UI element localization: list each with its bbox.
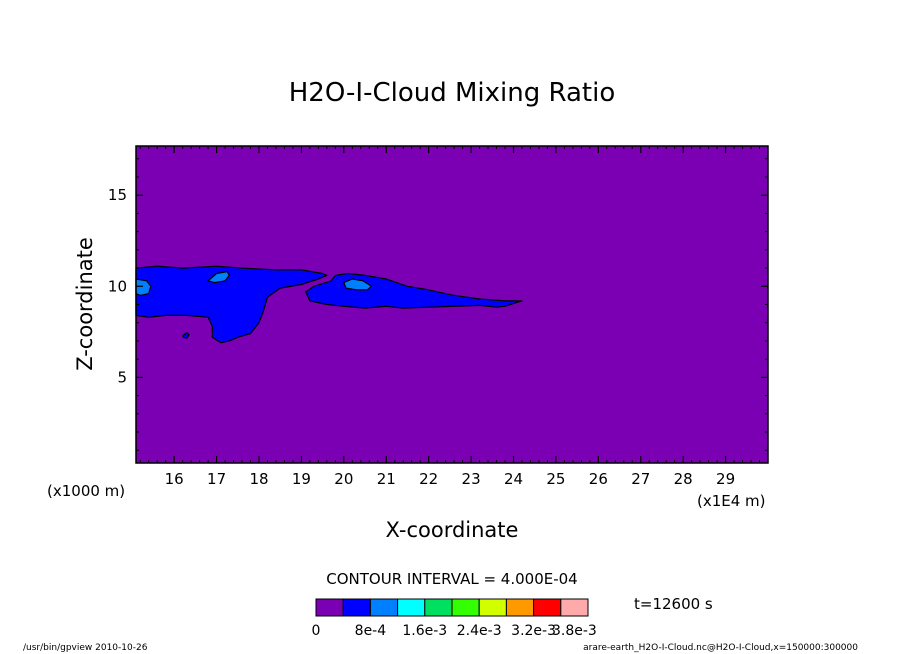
y-tick-label-5: 5: [117, 368, 127, 386]
plot-area: 16 17 18 19 20 21 22 23 24 25 26 27 28 29 5 10 15: [108, 145, 769, 488]
colorbar-label-5: 3.8e-3: [552, 623, 597, 639]
contour-interval-label: CONTOUR INTERVAL = 4.000E-04: [326, 570, 577, 588]
colorbar-swatch-1: [342, 598, 371, 617]
colorbar-label-4: 3.2e-3: [511, 623, 556, 639]
colorbar-label-0: 0: [312, 623, 321, 639]
x-tick-label-16: 16: [165, 470, 184, 488]
colorbar-swatch-3: [397, 598, 426, 617]
y-tick-label-15: 15: [108, 186, 127, 204]
x-unit-label: (x1E4 m): [697, 492, 766, 510]
colorbar: [315, 598, 589, 617]
colorbar-label-1: 8e-4: [355, 623, 387, 639]
colorbar-swatch-5: [451, 598, 480, 617]
contour-regions: [135, 265, 523, 344]
colorbar-frame: [315, 598, 589, 617]
footer-left: /usr/bin/gpview 2010-10-26: [23, 643, 148, 653]
x-tick-label-19: 19: [292, 470, 311, 488]
contour-region-2: [182, 332, 190, 339]
x-tick-label-20: 20: [334, 470, 353, 488]
colorbar-label-2: 1.6e-3: [402, 623, 447, 639]
y-tick-label-10: 10: [108, 277, 127, 295]
x-tick-label-21: 21: [377, 470, 396, 488]
x-ticks: 16 17 18 19 20 21 22 23 24 25 26 27 28 29: [139, 146, 761, 488]
x-tick-label-28: 28: [674, 470, 693, 488]
contour-region-5: [343, 278, 372, 291]
chart-title: H2O-I-Cloud Mixing Ratio: [289, 78, 616, 108]
y-axis-label: Z-coordinate: [73, 237, 97, 371]
colorbar-swatch-7: [505, 598, 535, 617]
time-label: t=12600 s: [634, 595, 713, 613]
x-tick-label-25: 25: [546, 470, 565, 488]
colorbar-swatch-0: [315, 598, 344, 617]
x-axis-label: X-coordinate: [386, 518, 519, 542]
colorbar-swatch-6: [478, 598, 507, 617]
colorbar-swatch-2: [369, 598, 399, 617]
x-tick-label-17: 17: [207, 470, 226, 488]
x-tick-label-29: 29: [716, 470, 735, 488]
colorbar-swatch-4: [424, 598, 453, 617]
colorbar-swatch-9: [560, 598, 589, 617]
x-tick-label-26: 26: [589, 470, 608, 488]
contour-region-4: [207, 271, 230, 284]
colorbar-labels: 0 8e-4 1.6e-3 2.4e-3 3.2e-33.8e-3: [312, 623, 597, 639]
x-tick-label-18: 18: [249, 470, 268, 488]
x-tick-label-24: 24: [504, 470, 523, 488]
x-tick-label-23: 23: [462, 470, 481, 488]
colorbar-swatch-8: [533, 598, 562, 617]
colorbar-label-3: 2.4e-3: [457, 623, 502, 639]
x-tick-label-27: 27: [631, 470, 650, 488]
y-ticks: 5 10 15: [108, 158, 768, 451]
x-tick-label-22: 22: [419, 470, 438, 488]
footer-right: arare-earth_H2O-I-Cloud.nc@H2O-I-Cloud,x…: [583, 643, 858, 653]
y-unit-label: (x1000 m): [47, 482, 125, 500]
contour-region-0: [135, 265, 328, 344]
